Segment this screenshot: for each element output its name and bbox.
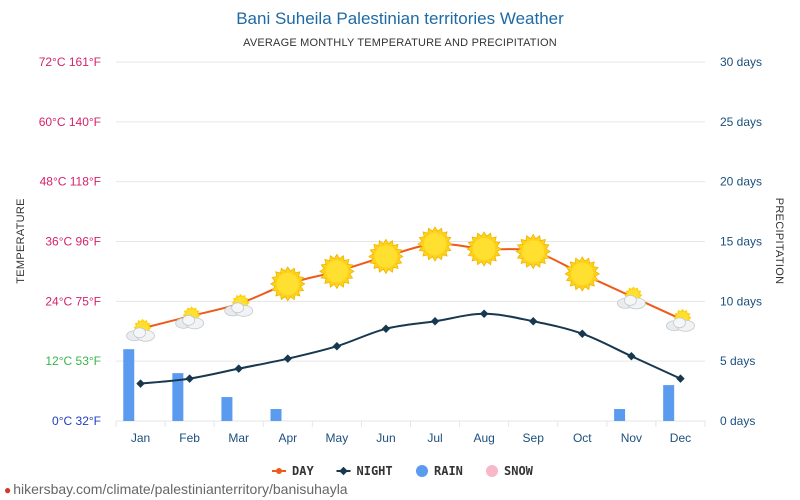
night-point — [332, 341, 342, 351]
temperature-tick-label: 36°C 96°F — [45, 235, 101, 249]
legend-night-marker — [339, 466, 348, 476]
month-tick-label: Jun — [376, 431, 395, 445]
chart-subtitle: AVERAGE MONTHLY TEMPERATURE AND PRECIPIT… — [243, 37, 557, 49]
sun-icon — [417, 226, 453, 262]
temperature-tick-label: 72°C 161°F — [39, 55, 101, 69]
partly-cloudy-icon — [666, 308, 695, 332]
partly-cloudy-icon — [224, 293, 254, 317]
rain-bar — [614, 409, 626, 421]
weather-icons — [126, 226, 695, 342]
precipitation-tick-label: 10 days — [720, 294, 762, 308]
night-point — [479, 309, 489, 319]
night-point — [234, 364, 243, 373]
month-tick-label: Jan — [131, 431, 150, 445]
night-line — [140, 312, 681, 385]
precipitation-axis-ticks: 0 days 5 days 10 days 15 days 20 days 25 days… — [720, 55, 762, 428]
sun-icon — [270, 266, 306, 302]
day-line — [140, 242, 681, 330]
legend-item-snow: SNOW — [486, 464, 534, 478]
precipitation-tick-label: 5 days — [720, 354, 755, 368]
rain-bars — [123, 349, 675, 421]
night-point — [185, 374, 194, 383]
legend-snow-marker — [486, 465, 498, 477]
legend-label: SNOW — [504, 464, 534, 478]
sun-icon — [368, 238, 404, 275]
month-tick-label: Feb — [179, 431, 200, 445]
night-point — [676, 374, 685, 383]
sun-icon — [466, 231, 502, 267]
precipitation-tick-label: 0 days — [720, 414, 755, 428]
night-temperature-series — [136, 309, 685, 388]
partly-cloudy-icon — [175, 306, 205, 330]
month-tick-label: Oct — [573, 431, 592, 445]
month-tick-label: Dec — [670, 431, 691, 445]
legend-item-night: NIGHT — [336, 464, 393, 478]
rain-bar — [663, 385, 675, 421]
legend-rain-marker — [416, 465, 428, 477]
legend-day-marker — [276, 468, 282, 474]
month-tick-label: Sep — [523, 431, 545, 445]
temperature-axis-ticks: 0°C 32°F 12°C 53°F 24°C 75°F 36°C 96°F 48°C … — [39, 55, 101, 428]
month-tick-label: Mar — [228, 431, 249, 445]
precipitation-tick-label: 25 days — [720, 115, 762, 129]
legend-item-rain: RAIN — [416, 464, 463, 478]
month-tick-label: May — [326, 431, 349, 445]
night-point — [528, 317, 538, 326]
night-point — [381, 324, 391, 333]
chart-legend: DAY NIGHT RAIN SNOW — [272, 464, 534, 478]
legend-item-day: DAY — [272, 464, 314, 478]
precipitation-tick-label: 15 days — [720, 235, 762, 249]
night-point — [136, 379, 145, 388]
partly-cloudy-icon — [126, 318, 155, 342]
precipitation-axis-label: PRECIPITATION — [773, 198, 785, 285]
rain-bar — [270, 409, 282, 421]
source-link[interactable]: ● hikersbay.com/climate/palestinianterrit… — [4, 481, 348, 497]
legend-label: NIGHT — [357, 464, 393, 478]
temperature-tick-label: 48°C 118°F — [40, 175, 101, 189]
month-tick-label: Apr — [278, 431, 297, 445]
legend-label: DAY — [292, 464, 314, 478]
night-point — [283, 354, 293, 363]
temperature-tick-label: 12°C 53°F — [45, 354, 101, 368]
rain-bar — [221, 397, 233, 421]
month-axis-ticks: Jan Feb Mar Apr May Jun Jul Aug Sep Oct Nov Dec — [131, 431, 691, 445]
night-point — [578, 329, 587, 338]
day-temperature-series — [137, 240, 684, 332]
partly-cloudy-icon — [616, 286, 646, 310]
temperature-tick-label: 0°C 32°F — [52, 414, 101, 428]
month-tick-label: Jul — [427, 431, 442, 445]
grid-lines — [115, 61, 706, 427]
temperature-tick-label: 24°C 75°F — [45, 294, 101, 308]
source-url: hikersbay.com/climate/palestinianterrito… — [13, 481, 348, 497]
night-point — [627, 351, 636, 361]
temperature-axis-label: TEMPERATURE — [15, 198, 27, 284]
chart-title: Bani Suheila Palestinian territories Wea… — [236, 9, 564, 28]
sun-icon — [564, 256, 601, 292]
location-pin-icon: ● — [4, 483, 12, 497]
sun-icon — [515, 233, 551, 270]
month-tick-label: Nov — [621, 431, 642, 445]
rain-bar — [172, 373, 184, 421]
precipitation-tick-label: 30 days — [720, 55, 762, 69]
sun-icon — [319, 253, 355, 290]
rain-bar — [123, 349, 135, 421]
precipitation-tick-label: 20 days — [720, 175, 762, 189]
night-point — [430, 317, 440, 326]
month-tick-label: Aug — [473, 431, 494, 445]
legend-label: RAIN — [434, 464, 463, 478]
temperature-tick-label: 60°C 140°F — [39, 115, 101, 129]
